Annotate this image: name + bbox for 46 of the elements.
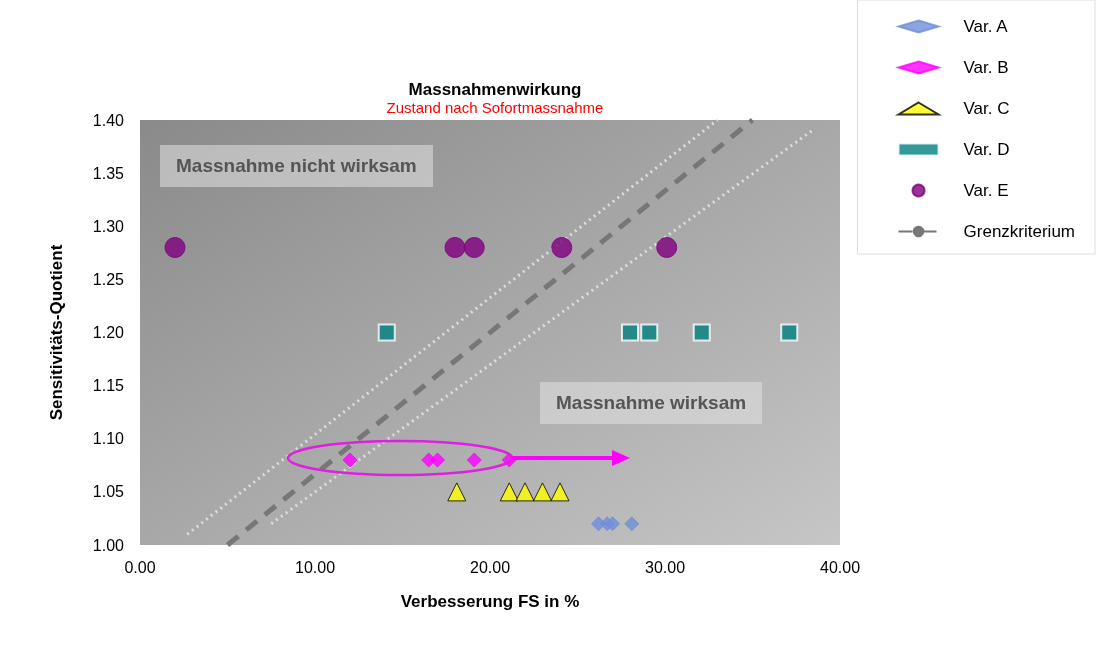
- legend-label: Var. A: [963, 17, 1009, 36]
- chart-title: Massnahmenwirkung: [408, 80, 582, 99]
- legend-label: Var. C: [963, 99, 1010, 118]
- point: [605, 516, 620, 532]
- point: [550, 482, 570, 502]
- point: [466, 452, 482, 468]
- y-tick-label: 1.20: [92, 324, 125, 341]
- y-tick-label: 1.05: [92, 483, 125, 501]
- x-axis-title: Verbesserung FS in %: [400, 592, 580, 611]
- point: [342, 452, 358, 468]
- point: [430, 452, 445, 468]
- x-tick-label: 20.00: [469, 558, 511, 576]
- point: [640, 323, 659, 342]
- legend-label: Var. B: [963, 58, 1009, 77]
- y-axis-title: Sensitivitäts-Quotient: [47, 244, 66, 421]
- legend-label: Var. E: [963, 181, 1009, 200]
- y-tick-label: 1.10: [92, 430, 125, 448]
- y-tick-label: 1.00: [92, 536, 125, 554]
- point: [463, 237, 485, 258]
- x-tick-label: 0.00: [124, 558, 156, 576]
- point: [377, 323, 396, 342]
- y-tick-label: 1.15: [92, 377, 125, 395]
- point: [551, 237, 573, 258]
- legend-label: Var. D: [963, 140, 1010, 159]
- x-tick-label: 40.00: [819, 558, 861, 576]
- point: [780, 323, 799, 342]
- point: [499, 482, 519, 502]
- point: [164, 237, 186, 258]
- point: [533, 482, 552, 502]
- legend-label: Grenzkriterium: [963, 222, 1076, 241]
- y-tick-label: 1.25: [92, 270, 125, 288]
- x-tick-label: 30.00: [644, 558, 686, 576]
- point: [692, 323, 711, 342]
- y-tick-label: 1.30: [92, 217, 125, 235]
- annotation: Massnahme nicht wirksam: [160, 145, 433, 187]
- point: [621, 323, 639, 342]
- x-tick-label: 10.00: [294, 558, 336, 576]
- y-tick-label: 1.35: [92, 164, 125, 182]
- point: [515, 482, 535, 502]
- chart-subtitle: Zustand nach Sofortmassnahme: [386, 99, 604, 116]
- point: [624, 516, 640, 532]
- point: [447, 482, 467, 502]
- annotation: Massnahme wirksam: [540, 382, 763, 424]
- y-tick-label: 1.40: [92, 111, 125, 129]
- point: [444, 237, 466, 258]
- point: [656, 237, 678, 258]
